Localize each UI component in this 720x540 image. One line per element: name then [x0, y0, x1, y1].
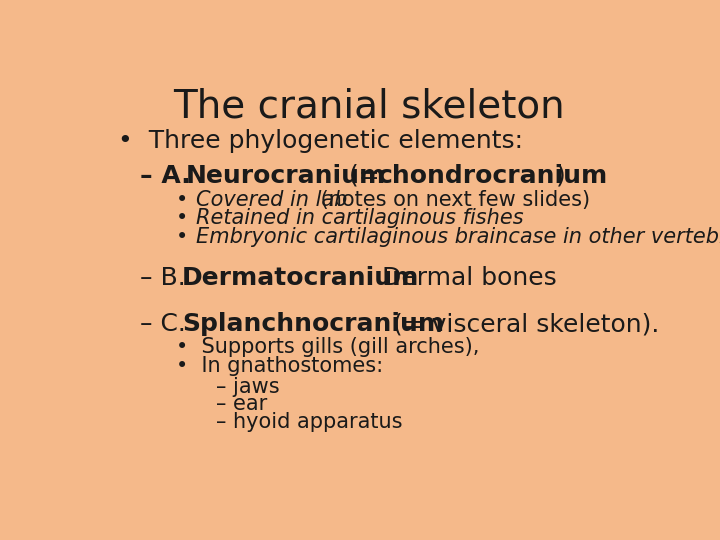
Text: (=: (= — [341, 164, 388, 188]
Text: . Dermal bones: . Dermal bones — [366, 266, 557, 291]
Text: Dermatocranium: Dermatocranium — [182, 266, 419, 291]
Text: Neurocranium: Neurocranium — [186, 164, 387, 188]
Text: chondrocranium: chondrocranium — [377, 164, 608, 188]
Text: – A.: – A. — [140, 164, 199, 188]
Text: (notes on next few slides): (notes on next few slides) — [314, 190, 590, 210]
Text: Retained in cartilaginous fishes: Retained in cartilaginous fishes — [197, 208, 524, 228]
Text: •  Three phylogenetic elements:: • Three phylogenetic elements: — [118, 129, 523, 153]
Text: – jaws: – jaws — [215, 377, 279, 397]
Text: •  Supports gills (gill arches),: • Supports gills (gill arches), — [176, 337, 480, 357]
Text: Covered in lab: Covered in lab — [197, 190, 348, 210]
Text: •: • — [176, 227, 202, 247]
Text: – B.: – B. — [140, 266, 194, 291]
Text: – C.: – C. — [140, 312, 194, 336]
Text: •: • — [176, 208, 202, 228]
Text: – ear: – ear — [215, 394, 267, 414]
Text: Embryonic cartilaginous braincase in other vertebrates: Embryonic cartilaginous braincase in oth… — [197, 227, 720, 247]
Text: (= visceral skeleton).: (= visceral skeleton). — [385, 312, 660, 336]
Text: – hyoid apparatus: – hyoid apparatus — [215, 411, 402, 431]
Text: The cranial skeleton: The cranial skeleton — [174, 87, 564, 126]
Text: •: • — [176, 190, 202, 210]
Text: •  In gnathostomes:: • In gnathostomes: — [176, 356, 384, 376]
Text: Splanchnocranium: Splanchnocranium — [182, 312, 444, 336]
Text: ): ) — [556, 164, 566, 188]
